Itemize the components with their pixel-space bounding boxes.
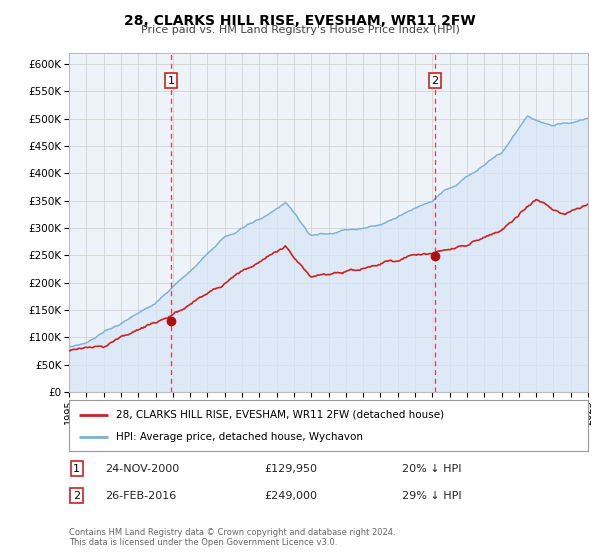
Text: Price paid vs. HM Land Registry's House Price Index (HPI): Price paid vs. HM Land Registry's House … <box>140 25 460 35</box>
Text: £129,950: £129,950 <box>264 464 317 474</box>
Text: 1: 1 <box>73 464 80 474</box>
Text: HPI: Average price, detached house, Wychavon: HPI: Average price, detached house, Wych… <box>116 432 363 442</box>
Text: 29% ↓ HPI: 29% ↓ HPI <box>402 491 461 501</box>
Text: 26-FEB-2016: 26-FEB-2016 <box>105 491 176 501</box>
Text: 28, CLARKS HILL RISE, EVESHAM, WR11 2FW (detached house): 28, CLARKS HILL RISE, EVESHAM, WR11 2FW … <box>116 409 444 419</box>
Text: 2: 2 <box>431 76 439 86</box>
Text: Contains HM Land Registry data © Crown copyright and database right 2024.: Contains HM Land Registry data © Crown c… <box>69 528 395 536</box>
Text: 1: 1 <box>167 76 175 86</box>
Text: 20% ↓ HPI: 20% ↓ HPI <box>402 464 461 474</box>
Text: 2: 2 <box>73 491 80 501</box>
Text: £249,000: £249,000 <box>264 491 317 501</box>
Text: 24-NOV-2000: 24-NOV-2000 <box>105 464 179 474</box>
Text: 28, CLARKS HILL RISE, EVESHAM, WR11 2FW: 28, CLARKS HILL RISE, EVESHAM, WR11 2FW <box>124 14 476 28</box>
Text: This data is licensed under the Open Government Licence v3.0.: This data is licensed under the Open Gov… <box>69 538 337 547</box>
